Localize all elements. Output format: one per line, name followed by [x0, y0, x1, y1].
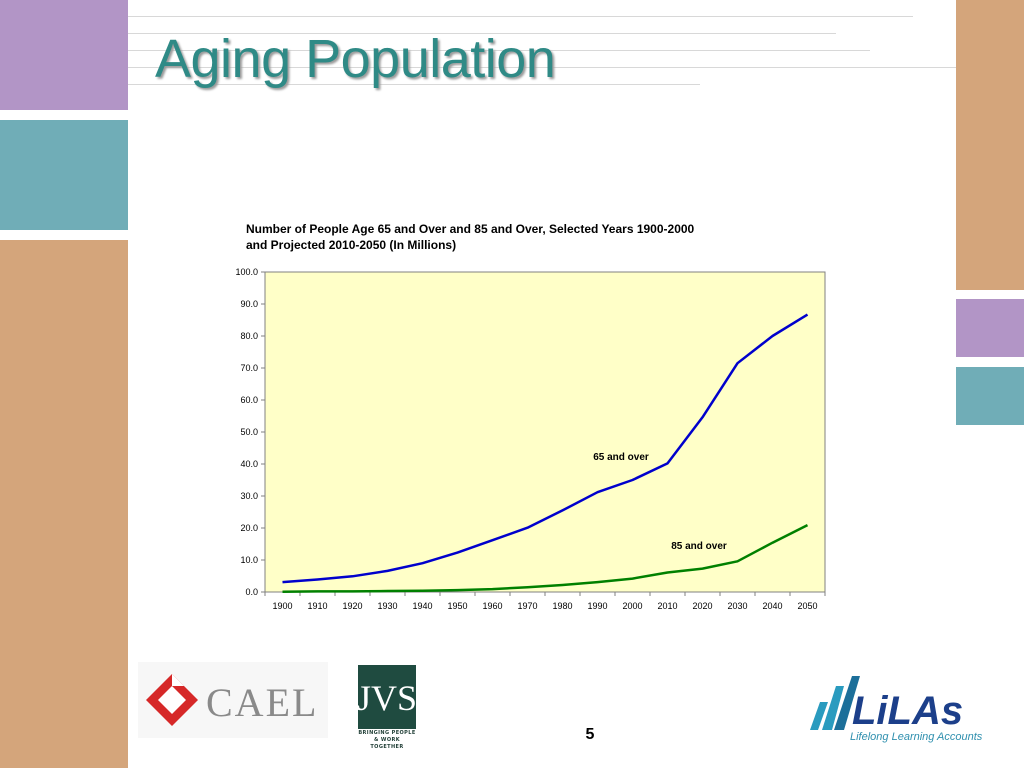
header-line [128, 84, 700, 85]
right-purple-block [956, 299, 1024, 357]
x-tick-label: 1930 [377, 601, 397, 611]
series-label: 85 and over [671, 541, 727, 552]
x-tick-label: 2020 [692, 601, 712, 611]
chart-title-line-1: Number of People Age 65 and Over and 85 … [246, 222, 695, 236]
x-tick-label: 1980 [552, 601, 572, 611]
jvs-tagline-line-1: BRINGING PEOPLE [358, 730, 416, 736]
y-tick-label: 70.0 [240, 363, 258, 373]
right-tan-block [956, 0, 1024, 290]
y-tick-label: 20.0 [240, 523, 258, 533]
x-tick-label: 1950 [447, 601, 467, 611]
x-tick-label: 1970 [517, 601, 537, 611]
series-line-65-and-over [282, 313, 809, 584]
header-line [128, 33, 836, 34]
chart-title: Number of People Age 65 and Over and 85 … [246, 221, 766, 253]
y-tick-label: 30.0 [240, 491, 258, 501]
lilas-bars-icon [810, 676, 860, 730]
x-tick-label: 1960 [482, 601, 502, 611]
x-tick-label: 2050 [797, 601, 817, 611]
x-tick-label: 2000 [622, 601, 642, 611]
left-purple-block [0, 0, 128, 110]
y-tick-label: 40.0 [240, 459, 258, 469]
y-tick-label: 50.0 [240, 427, 258, 437]
jvs-logo-text: JVS [357, 678, 417, 718]
header-line [128, 50, 870, 51]
x-tick-label: 2040 [762, 601, 782, 611]
lilas-logo: LiLAs [810, 676, 963, 732]
right-teal-block [956, 367, 1024, 425]
jvs-logo: JVS [357, 665, 417, 729]
y-tick-label: 100.0 [235, 267, 258, 277]
x-tick-label: 2030 [727, 601, 747, 611]
cael-logo-text: CAEL [206, 680, 318, 725]
cael-logo: CAEL [138, 662, 328, 738]
slide-title: Aging Population [155, 29, 556, 89]
series-line-85-and-over [282, 523, 809, 593]
x-tick-label: 2010 [657, 601, 677, 611]
y-tick-label: 10.0 [240, 555, 258, 565]
x-tick-label: 1990 [587, 601, 607, 611]
x-tick-label: 1910 [307, 601, 327, 611]
y-tick-label: 60.0 [240, 395, 258, 405]
chart-title-line-2: and Projected 2010-2050 (In Millions) [246, 238, 457, 252]
cael-diamond-icon [146, 674, 198, 726]
y-tick-label: 90.0 [240, 299, 258, 309]
lilas-logo-text: LiLAs [852, 689, 963, 732]
jvs-tagline: BRINGING PEOPLE & WORK TOGETHER [358, 730, 416, 751]
x-tick-label: 1920 [342, 601, 362, 611]
y-tick-label: 0.0 [245, 587, 258, 597]
x-tick-label: 1900 [272, 601, 292, 611]
plot-area [264, 271, 826, 593]
x-tick-label: 1940 [412, 601, 432, 611]
left-teal-block [0, 120, 128, 230]
y-tick-label: 80.0 [240, 331, 258, 341]
left-tan-block [0, 240, 128, 768]
header-line [128, 16, 913, 17]
header-line [128, 67, 956, 68]
series-label: 65 and over [593, 452, 649, 463]
lilas-tagline: Lifelong Learning Accounts [850, 731, 983, 743]
page-number: 5 [585, 726, 595, 743]
jvs-tagline-line-2: & WORK TOGETHER [370, 737, 404, 750]
jvs-logo-box [358, 665, 416, 729]
